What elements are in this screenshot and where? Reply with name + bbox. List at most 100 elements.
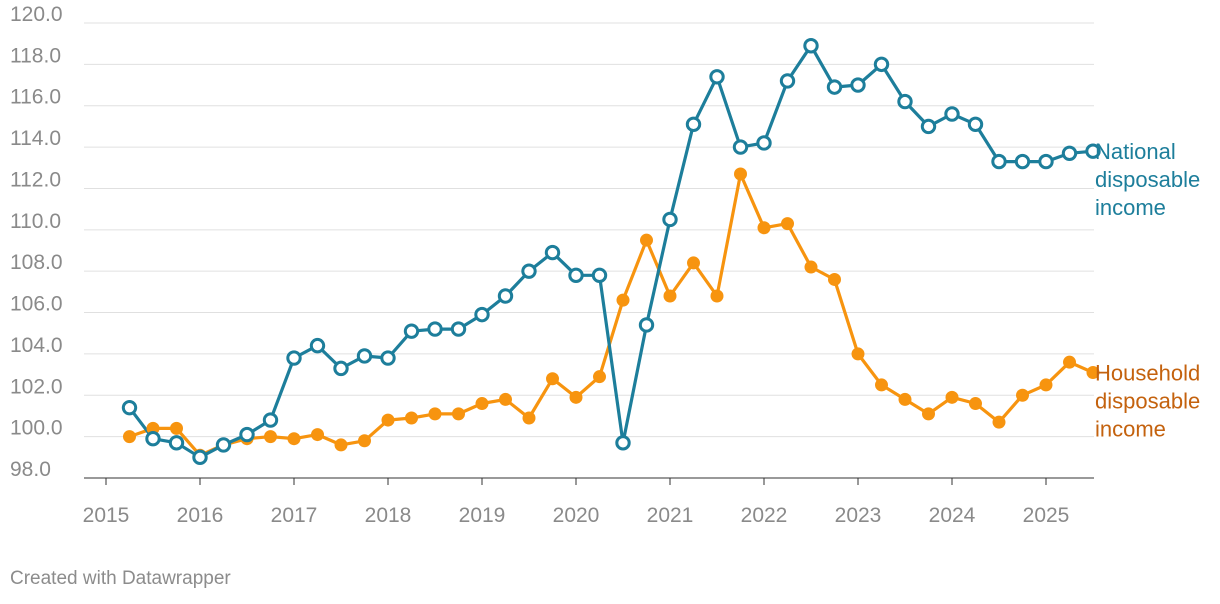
data-point xyxy=(638,317,655,333)
data-point xyxy=(381,413,395,427)
data-point xyxy=(1039,378,1053,392)
data-point xyxy=(710,289,724,303)
y-tick-label: 120.0 xyxy=(10,3,63,26)
x-tick-label: 2022 xyxy=(741,504,788,527)
data-point xyxy=(569,390,583,404)
data-point xyxy=(732,139,749,155)
data-point xyxy=(452,407,465,421)
y-tick-label: 114.0 xyxy=(10,127,61,150)
data-point xyxy=(850,77,866,93)
y-tick-label: 110.0 xyxy=(10,210,61,233)
data-point xyxy=(262,412,279,428)
data-point xyxy=(1038,153,1054,170)
data-point xyxy=(1061,145,1078,161)
data-point xyxy=(334,438,348,452)
data-point xyxy=(146,421,160,435)
data-point xyxy=(522,411,536,425)
y-tick-label: 112.0 xyxy=(10,168,61,191)
data-point xyxy=(450,321,467,337)
data-point xyxy=(474,306,490,323)
series-label: income xyxy=(1095,417,1166,442)
data-point xyxy=(591,267,608,284)
data-point xyxy=(1063,355,1076,369)
data-point xyxy=(311,428,324,442)
data-point xyxy=(287,432,301,446)
data-point xyxy=(920,118,937,135)
data-point xyxy=(804,260,818,274)
data-point xyxy=(427,321,443,337)
data-point xyxy=(757,221,771,235)
data-point xyxy=(428,407,442,421)
data-point xyxy=(779,73,796,89)
data-point xyxy=(521,263,537,279)
data-point xyxy=(944,106,960,122)
series-label: National xyxy=(1095,139,1176,164)
data-point xyxy=(898,392,912,406)
data-point xyxy=(756,135,772,151)
data-point xyxy=(403,323,420,339)
data-point xyxy=(826,79,843,95)
grid-lines xyxy=(84,22,1094,479)
data-point xyxy=(356,348,373,364)
data-point xyxy=(1016,388,1029,402)
data-point xyxy=(709,69,725,85)
x-tick-label: 2019 xyxy=(459,504,506,527)
data-point xyxy=(991,153,1007,170)
data-point xyxy=(967,116,984,133)
data-point xyxy=(687,256,700,270)
y-tick-label: 104.0 xyxy=(10,334,63,357)
y-tick-label: 100.0 xyxy=(10,417,63,440)
x-tick-label: 2015 xyxy=(83,504,130,527)
x-tick-label: 2021 xyxy=(647,504,694,527)
series-label: disposable xyxy=(1095,389,1200,414)
data-point xyxy=(851,347,865,361)
data-point xyxy=(781,217,794,231)
data-point xyxy=(497,288,514,304)
data-point xyxy=(663,289,677,303)
series-label: Household xyxy=(1095,361,1200,386)
data-point xyxy=(897,93,913,110)
data-point xyxy=(405,411,418,425)
y-tick-label: 98.0 xyxy=(10,458,51,481)
data-point xyxy=(969,397,982,411)
data-point xyxy=(239,426,255,443)
y-tick-label: 106.0 xyxy=(10,293,63,316)
data-point xyxy=(615,435,631,451)
y-tick-label: 116.0 xyxy=(10,86,61,109)
y-tick-label: 102.0 xyxy=(10,375,63,398)
series-label: disposable xyxy=(1095,167,1200,192)
x-tick-label: 2017 xyxy=(271,504,318,527)
data-point xyxy=(286,350,302,366)
x-tick-label: 2020 xyxy=(553,504,600,527)
series-labels: Household disposable income National disposa… xyxy=(1095,139,1200,441)
data-points xyxy=(121,38,1101,466)
data-point xyxy=(168,435,185,451)
data-point xyxy=(662,211,678,228)
data-point xyxy=(828,272,841,286)
data-point xyxy=(215,437,232,453)
data-point xyxy=(922,407,935,421)
data-point xyxy=(145,431,161,447)
x-tick-label: 2024 xyxy=(929,504,976,527)
data-point xyxy=(873,56,890,73)
data-point xyxy=(309,337,326,354)
data-point xyxy=(170,421,183,435)
data-point xyxy=(1085,143,1101,159)
data-point xyxy=(333,360,349,377)
x-axis: 2015 2016 2017 2018 2019 2020 2021 2022 2023 2024… xyxy=(83,478,1069,527)
data-point xyxy=(358,434,371,448)
y-tick-label: 108.0 xyxy=(10,251,63,274)
credit-text: Created with Datawrapper xyxy=(10,568,231,589)
data-point xyxy=(685,116,702,133)
data-point xyxy=(616,293,630,307)
data-point xyxy=(1014,153,1031,170)
data-point xyxy=(803,38,819,54)
data-point xyxy=(121,399,138,416)
data-point xyxy=(593,370,606,384)
data-point xyxy=(123,430,136,444)
series-label: income xyxy=(1095,195,1166,220)
data-point xyxy=(475,397,489,411)
data-point xyxy=(264,430,277,444)
data-point xyxy=(640,233,653,247)
